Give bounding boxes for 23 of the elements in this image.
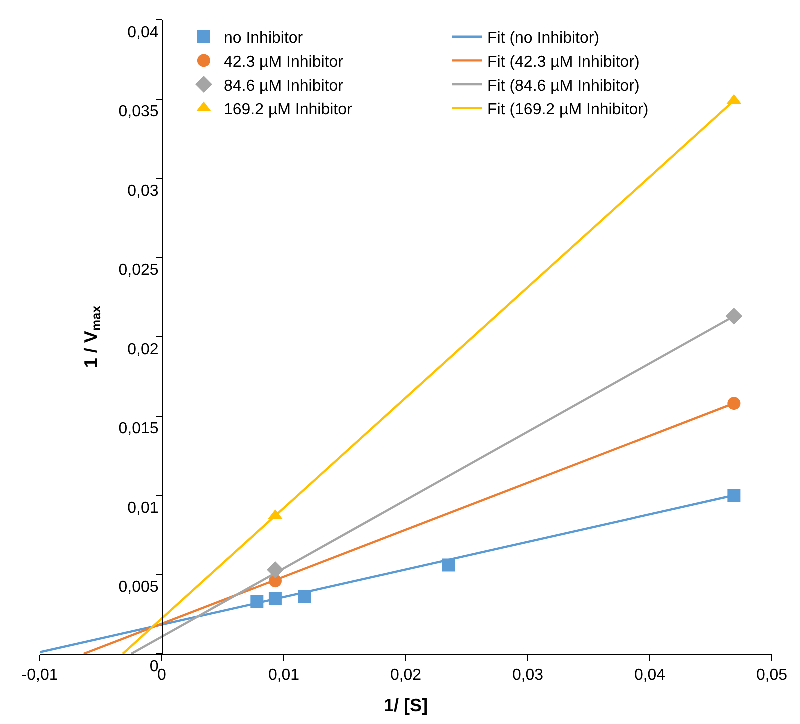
legend-label: no Inhibitor <box>224 30 304 48</box>
y-tick-label: 0,02 <box>128 341 159 358</box>
legend-label: Fit (169.2 µM Inhibitor) <box>487 102 649 119</box>
x-tick-label: 0,02 <box>390 667 422 684</box>
y-tick-label: 0,015 <box>118 420 159 438</box>
legend-label: 84.6 µM Inhibitor <box>224 78 344 95</box>
x-tick-label: 0,05 <box>756 667 788 684</box>
y-tick-label: 0,005 <box>118 579 159 596</box>
legend-label: Fit (84.6 µM Inhibitor) <box>487 78 640 95</box>
x-tick-label: 0,03 <box>512 667 544 684</box>
legend-label: Fit (42.3 µM Inhibitor) <box>487 54 640 71</box>
y-tick-label: 0,035 <box>118 104 159 121</box>
x-tick-label: 0,01 <box>268 667 300 684</box>
y-tick-label: 0,03 <box>128 182 159 200</box>
y-tick-label: 0,01 <box>128 500 159 517</box>
x-tick-label: -0,01 <box>22 667 58 684</box>
x-axis-title: 1/ [S] <box>384 695 428 716</box>
legend-label: 169.2 µM Inhibitor <box>224 102 354 119</box>
legend-label: Fit (no Inhibitor) <box>487 30 600 48</box>
y-tick-label: 0,04 <box>128 24 159 42</box>
x-tick-label: 0,04 <box>634 667 666 684</box>
y-tick-label: 0,025 <box>118 262 159 280</box>
legend-label: 42.3 µM Inhibitor <box>224 54 344 71</box>
